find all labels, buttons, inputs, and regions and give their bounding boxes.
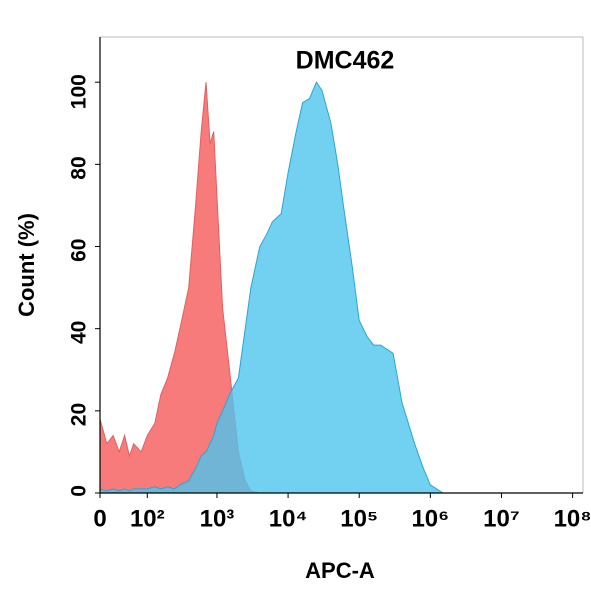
- x-tick-label: 10⁷: [483, 505, 520, 532]
- y-axis-title: Count (%): [14, 213, 39, 317]
- chart-title: DMC462: [296, 47, 395, 75]
- y-tick-label: 0: [68, 485, 91, 497]
- x-tick-label: 10²: [130, 505, 165, 532]
- x-axis-title: APC-A: [305, 558, 375, 583]
- y-tick-label: 20: [68, 403, 91, 426]
- x-tick-label: 10⁵: [340, 505, 378, 532]
- x-tick-label: 0: [93, 505, 106, 532]
- y-tick-label: 60: [68, 239, 91, 262]
- y-tick-label: 100: [68, 74, 91, 109]
- x-tick-label: 10⁸: [554, 505, 591, 532]
- x-tick-label: 10³: [200, 505, 235, 532]
- x-tick-label: 10⁶: [411, 505, 449, 532]
- area-series: [99, 81, 445, 494]
- y-tick-label: 40: [68, 321, 91, 344]
- y-tick-label: 80: [68, 156, 91, 179]
- x-tick-label: 10⁴: [269, 505, 308, 532]
